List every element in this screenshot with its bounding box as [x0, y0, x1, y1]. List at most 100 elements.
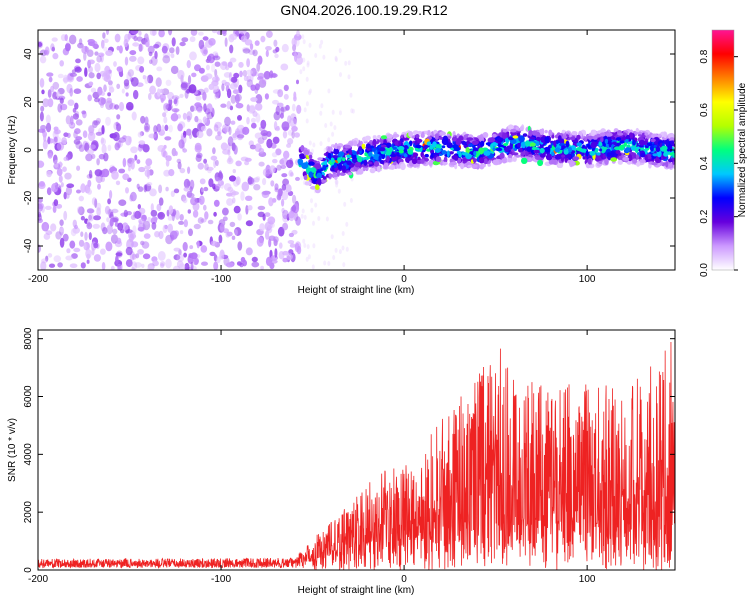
heatmap-cell [173, 99, 178, 105]
heatmap-cell [117, 222, 124, 231]
heatmap-cell [196, 240, 200, 249]
heatmap-cell [168, 169, 175, 177]
heatmap-cell [56, 91, 60, 99]
heatmap-cell [208, 38, 216, 46]
heatmap-cell [305, 76, 309, 82]
heatmap-cell [276, 125, 280, 131]
heatmap-cell [59, 237, 65, 248]
heatmap-cell [281, 198, 285, 207]
heatmap-cell [478, 147, 485, 155]
heatmap-cell [572, 156, 580, 161]
y-tick-label: 20 [23, 96, 34, 108]
heatmap-cell [215, 134, 223, 141]
heatmap-cell [287, 240, 295, 244]
heatmap-cell [403, 133, 407, 138]
heatmap-cell [135, 253, 140, 259]
heatmap-cell [122, 173, 130, 181]
heatmap-cell [507, 124, 514, 130]
heatmap-cell [466, 137, 474, 141]
heatmap-cell [615, 137, 622, 141]
heatmap-cell [380, 135, 388, 140]
heatmap-cell [408, 131, 413, 138]
heatmap-cell [45, 255, 49, 262]
heatmap-cell [145, 41, 150, 48]
heatmap-cell [46, 170, 52, 178]
heatmap-cell [74, 224, 78, 230]
heatmap-cell [110, 234, 119, 244]
heatmap-cell [305, 101, 309, 107]
heatmap-cell [277, 89, 284, 98]
heatmap-cell [206, 166, 214, 171]
heatmap-cell [174, 151, 178, 156]
heatmap-cell [56, 142, 65, 151]
heatmap-cell [74, 128, 81, 135]
heatmap-cell [368, 151, 373, 157]
heatmap-cell [229, 82, 238, 90]
heatmap-cell [198, 39, 205, 50]
heatmap-cell [303, 107, 307, 113]
heatmap-cell [539, 147, 545, 154]
heatmap-cell [244, 39, 253, 46]
heatmap-cell [657, 133, 662, 138]
heatmap-cell [212, 147, 216, 155]
heatmap-cell [189, 245, 194, 250]
heatmap-cell [114, 104, 120, 110]
heatmap-cell [559, 143, 566, 147]
heatmap-cell [219, 222, 225, 232]
heatmap-cell [162, 55, 171, 64]
heatmap-cell [213, 159, 217, 168]
heatmap-cell [153, 131, 158, 141]
heatmap-cell [268, 238, 272, 248]
heatmap-cell [74, 66, 82, 73]
heatmap-cell [175, 46, 180, 55]
heatmap-cell [518, 135, 525, 143]
heatmap-cell [193, 223, 201, 230]
heatmap-cell [59, 60, 64, 67]
heatmap-cell [311, 264, 315, 270]
heatmap-cell [349, 198, 353, 203]
heatmap-cell [428, 160, 433, 167]
heatmap-cell [116, 83, 121, 90]
heatmap-cell [105, 241, 113, 252]
heatmap-cell [632, 139, 636, 146]
heatmap-cell [441, 150, 447, 155]
heatmap-cell [75, 136, 83, 141]
heatmap-cell [72, 113, 79, 120]
heatmap-cell [126, 71, 132, 82]
heatmap-cell [88, 72, 95, 79]
heatmap-cell [460, 163, 465, 170]
heatmap-cell [164, 124, 169, 131]
heatmap-cell [246, 116, 250, 125]
heatmap-cell [491, 142, 499, 146]
heatmap-cell [291, 103, 296, 112]
heatmap-cell [211, 30, 218, 34]
heatmap-cell [38, 244, 41, 253]
heatmap-cell [64, 172, 72, 180]
heatmap-cell [196, 130, 204, 139]
heatmap-cell [610, 150, 615, 158]
heatmap-cell [554, 147, 561, 153]
heatmap-cell [378, 155, 382, 162]
heatmap-cell [212, 51, 219, 56]
heatmap-cell [638, 139, 646, 146]
heatmap-cell [316, 172, 322, 180]
heatmap-cell [345, 221, 349, 227]
heatmap-cell [565, 154, 571, 159]
heatmap-cell [526, 146, 532, 152]
heatmap-cell [94, 169, 103, 177]
heatmap-cell [273, 39, 278, 47]
heatmap-cell [62, 77, 70, 83]
heatmap-cell [235, 102, 244, 109]
heatmap-cell [155, 77, 162, 88]
heatmap-cell [467, 164, 473, 168]
heatmap-cell [136, 159, 141, 165]
heatmap-cell [281, 173, 288, 178]
heatmap-cell [147, 265, 155, 270]
heatmap-cell [672, 153, 675, 158]
heatmap-cell [274, 248, 278, 258]
heatmap-cell [110, 265, 115, 270]
heatmap-cell [50, 85, 55, 93]
heatmap-cell [183, 130, 187, 138]
